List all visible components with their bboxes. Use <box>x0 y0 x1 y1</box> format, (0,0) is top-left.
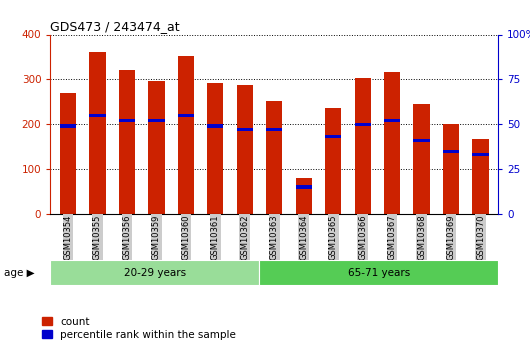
Bar <box>90 114 105 117</box>
Text: GSM10367: GSM10367 <box>387 214 396 260</box>
Bar <box>472 139 489 214</box>
Text: GSM10359: GSM10359 <box>152 215 161 260</box>
Bar <box>148 81 164 214</box>
Bar <box>259 260 498 285</box>
Bar <box>148 119 164 122</box>
Bar <box>355 122 371 126</box>
Text: GSM10354: GSM10354 <box>64 215 73 260</box>
Bar <box>207 125 224 128</box>
Bar <box>90 51 105 214</box>
Bar <box>325 108 341 214</box>
Text: GSM10355: GSM10355 <box>93 215 102 260</box>
Bar <box>119 119 135 122</box>
Bar <box>443 124 459 214</box>
Bar <box>472 153 489 156</box>
Text: GSM10364: GSM10364 <box>299 215 308 260</box>
Text: GSM10368: GSM10368 <box>417 214 426 260</box>
Text: GSM10370: GSM10370 <box>476 215 485 260</box>
Text: GSM10366: GSM10366 <box>358 214 367 260</box>
Bar <box>178 56 194 214</box>
Bar <box>60 125 76 128</box>
Bar <box>325 135 341 138</box>
Bar <box>296 178 312 214</box>
Bar <box>413 139 430 142</box>
Bar <box>50 260 259 285</box>
Text: GSM10369: GSM10369 <box>447 215 456 260</box>
Bar <box>384 119 400 122</box>
Text: GSM10365: GSM10365 <box>329 215 338 260</box>
Text: 65-71 years: 65-71 years <box>348 268 410 277</box>
Text: age ▶: age ▶ <box>4 268 35 277</box>
Bar <box>237 128 253 131</box>
Text: GSM10360: GSM10360 <box>181 215 190 260</box>
Bar <box>443 149 459 153</box>
Bar <box>119 70 135 214</box>
Bar <box>60 93 76 214</box>
Text: 20-29 years: 20-29 years <box>124 268 186 277</box>
Text: GSM10363: GSM10363 <box>270 214 279 260</box>
Bar <box>207 83 224 214</box>
Legend: count, percentile rank within the sample: count, percentile rank within the sample <box>42 317 236 340</box>
Text: GSM10362: GSM10362 <box>240 215 249 260</box>
Bar <box>237 85 253 214</box>
Bar <box>178 114 194 117</box>
Bar <box>355 78 371 214</box>
Text: GSM10361: GSM10361 <box>211 215 220 260</box>
Bar <box>296 185 312 189</box>
Bar <box>266 128 282 131</box>
Bar <box>413 104 430 214</box>
Bar <box>384 72 400 214</box>
Text: GDS473 / 243474_at: GDS473 / 243474_at <box>50 20 180 33</box>
Bar <box>266 101 282 214</box>
Text: GSM10356: GSM10356 <box>122 215 131 260</box>
